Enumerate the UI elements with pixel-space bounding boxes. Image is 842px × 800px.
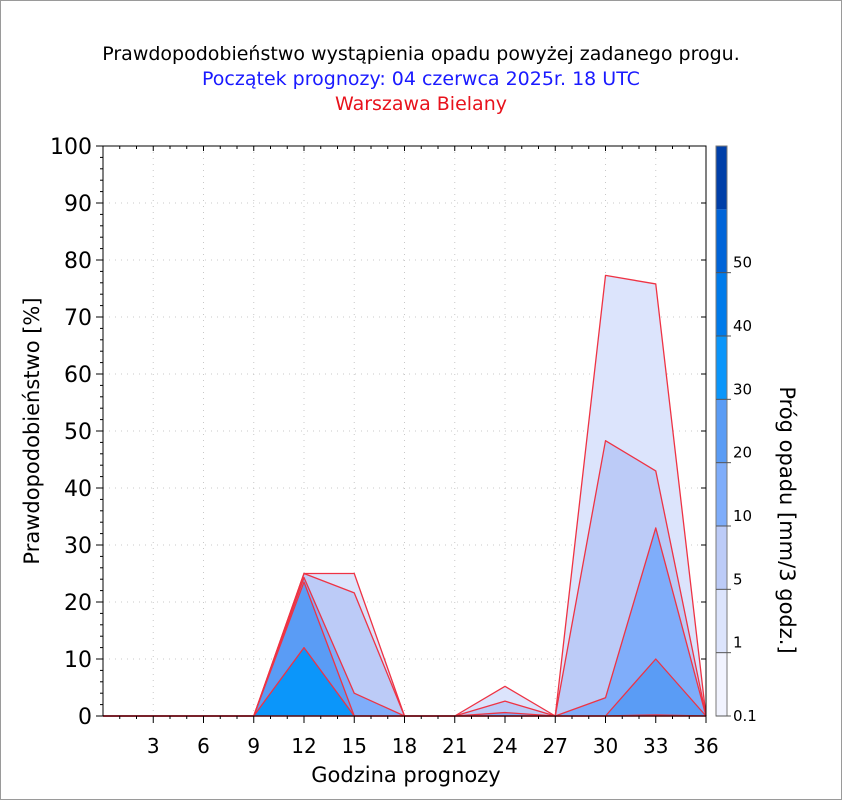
y-tick-label: 100 (50, 135, 92, 160)
y-tick-label: 70 (64, 306, 92, 331)
y-tick-label: 30 (64, 534, 92, 559)
y-axis-label: Prawdopodobieństwo [%] (20, 297, 44, 564)
colorbar: 0.1 1 5 10 20 30 40 50 (715, 145, 757, 725)
colorbar-band (716, 336, 727, 400)
chart-title: Prawdopodobieństwo wystąpienia opadu pow… (102, 43, 740, 65)
colorbar-band (716, 589, 727, 653)
area-threshold-10 (103, 582, 706, 716)
y-tick-label: 60 (64, 363, 92, 388)
chart-location: Warszawa Bielany (335, 93, 507, 115)
colorbar-tick-label: 5 (733, 570, 743, 588)
colorbar-tick-label: 40 (733, 317, 752, 335)
x-tick-label: 30 (593, 734, 618, 758)
colorbar-tick-label: 30 (733, 380, 752, 398)
x-tick-label: 36 (693, 734, 718, 758)
colorbar-tick-label: 20 (733, 444, 752, 462)
y-tick-label: 90 (64, 192, 92, 217)
x-axis-label: Godzina prognozy (311, 763, 500, 787)
y-tick-label: 80 (64, 249, 92, 274)
colorbar-band (716, 652, 727, 716)
x-tick-label: 9 (247, 734, 260, 758)
x-tick-label: 21 (442, 734, 467, 758)
colorbar-tick-label: 0.1 (733, 707, 757, 725)
x-tick-label: 18 (392, 734, 417, 758)
colorbar-tick-label: 50 (733, 254, 752, 272)
colorbar-band (716, 209, 727, 273)
colorbar-band (716, 526, 727, 590)
y-tick-label: 40 (64, 477, 92, 502)
x-tick-label: 6 (197, 734, 210, 758)
y-tick-label: 20 (64, 591, 92, 616)
colorbar-label: Próg opadu [mm/3 godz.] (775, 386, 799, 653)
x-tick-label: 33 (643, 734, 668, 758)
colorbar-tick-label: 10 (733, 507, 752, 525)
y-tick-label: 0 (78, 705, 92, 730)
area-series (103, 274, 707, 717)
x-tick-label: 15 (342, 734, 367, 758)
x-tick-label: 27 (543, 734, 568, 758)
colorbar-tick-label: 1 (733, 634, 743, 652)
colorbar-band (716, 399, 727, 463)
x-tick-label: 3 (147, 734, 160, 758)
x-tick-label: 12 (291, 734, 316, 758)
chart-subtitle: Początek prognozy: 04 czerwca 2025r. 18 … (202, 68, 640, 90)
y-tick-label: 50 (64, 420, 92, 445)
x-tick-label: 24 (492, 734, 517, 758)
colorbar-band (716, 272, 727, 336)
colorbar-band (716, 146, 727, 210)
colorbar-band (716, 462, 727, 526)
y-tick-label: 10 (64, 648, 92, 673)
